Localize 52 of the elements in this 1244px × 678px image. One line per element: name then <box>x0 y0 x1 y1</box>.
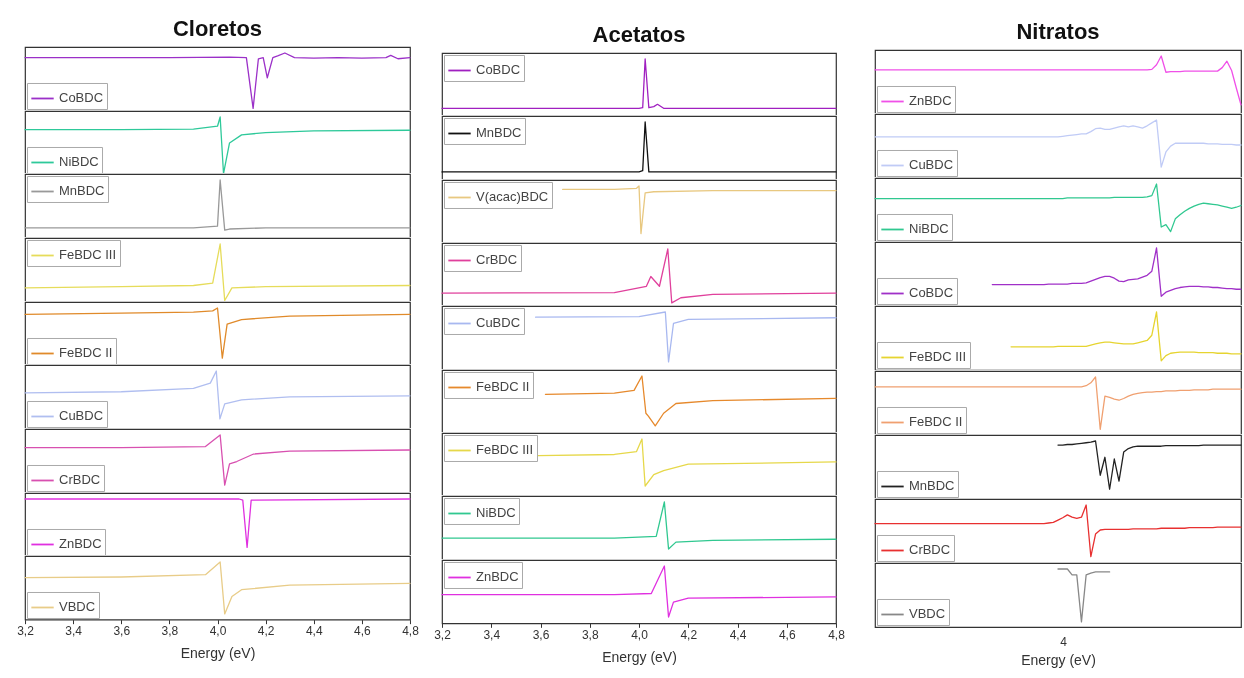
legend-label: FeBDC III <box>909 349 966 365</box>
legend-label: ZnBDC <box>59 536 102 552</box>
legend-label: V(acac)BDC <box>476 189 549 205</box>
x-tick-label: 4,2 <box>680 627 698 642</box>
x-tick-label: 4,4 <box>729 627 747 642</box>
legend-label: NiBDC <box>476 505 516 521</box>
chart-title: Acetatos <box>592 22 686 47</box>
legend-label: CoBDC <box>476 62 521 78</box>
legend-label: NiBDC <box>59 154 99 170</box>
chart-title: Nitratos <box>1016 19 1100 44</box>
legend-label: FeBDC II <box>59 345 113 361</box>
legend-label: CuBDC <box>476 315 521 331</box>
x-tick-label: 4,8 <box>828 627 846 642</box>
legend-label: MnBDC <box>476 125 522 141</box>
legend-label: FeBDC II <box>476 379 530 395</box>
legend-label: CoBDC <box>59 90 104 106</box>
x-tick-label: 3,4 <box>483 627 501 642</box>
x-tick-label: 4,2 <box>257 624 275 639</box>
x-tick-label: 3,6 <box>532 627 550 642</box>
x-axis-title: Energy (eV) <box>1021 651 1096 668</box>
legend-label: ZnBDC <box>476 569 519 585</box>
legend-label: CuBDC <box>909 157 954 173</box>
x-tick-label: 3,8 <box>581 627 599 642</box>
legend-label: CrBDC <box>59 472 101 488</box>
legend-label: VBDC <box>59 599 96 615</box>
legend-label: VBDC <box>909 606 946 622</box>
legend-label: NiBDC <box>909 221 949 237</box>
x-tick-label: 4,6 <box>354 624 372 639</box>
legend-label: MnBDC <box>909 478 955 494</box>
legend-label: MnBDC <box>59 183 105 199</box>
chart-title: Cloretos <box>172 16 263 41</box>
legend-label: CoBDC <box>909 285 954 301</box>
x-tick-label: 4,4 <box>305 624 323 639</box>
legend-label: CrBDC <box>476 252 518 268</box>
x-tick-label: 3,8 <box>161 624 179 639</box>
x-tick-label: 4,8 <box>402 624 420 639</box>
x-tick-label: 4,0 <box>209 624 227 639</box>
legend-label: FeBDC III <box>59 247 117 263</box>
x-tick-label: 3,4 <box>65 624 83 639</box>
legend-label: CuBDC <box>59 408 104 424</box>
x-tick-label: 3,2 <box>17 624 35 639</box>
x-tick-label: 3,6 <box>113 624 131 639</box>
legend-label: FeBDC III <box>476 442 534 458</box>
x-tick-label: 4,0 <box>631 627 649 642</box>
x-axis-title: Energy (eV) <box>602 648 677 665</box>
x-tick-label: 4,6 <box>778 627 796 642</box>
legend-label: FeBDC II <box>909 414 963 430</box>
legend-label: CrBDC <box>909 542 951 558</box>
legend-label: ZnBDC <box>909 93 952 109</box>
x-tick-label: 3,2 <box>434 627 452 642</box>
x-axis-title: Energy (eV) <box>180 645 256 662</box>
text: 4 <box>1060 635 1067 649</box>
